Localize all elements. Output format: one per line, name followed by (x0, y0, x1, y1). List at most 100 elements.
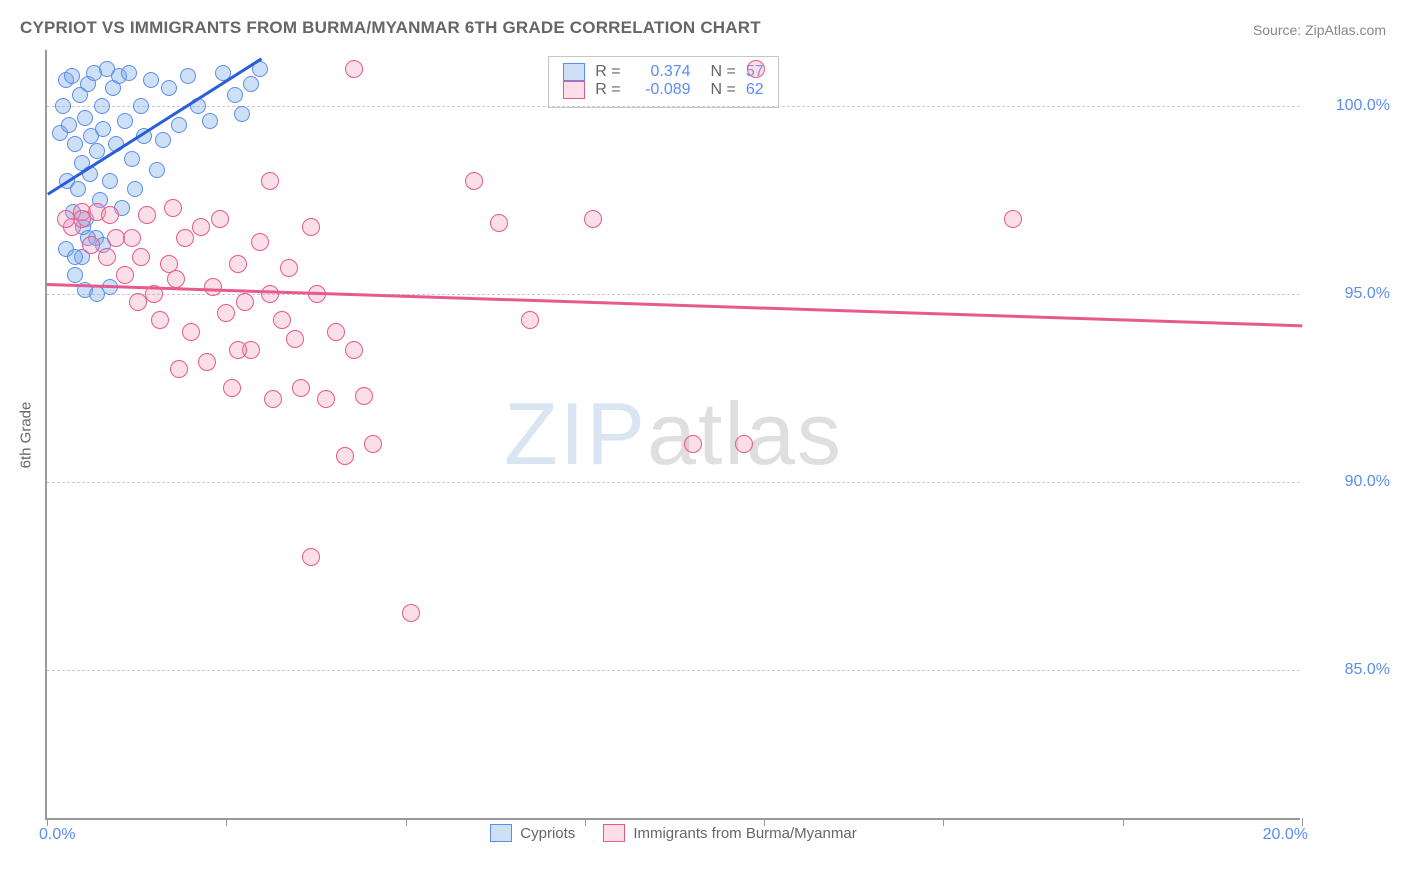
data-point-burma (229, 255, 247, 273)
data-point-cypriots (155, 132, 171, 148)
y-tick-label: 85.0% (1310, 661, 1390, 679)
x-tick-mark (47, 818, 48, 826)
data-point-cypriots (180, 68, 196, 84)
legend-swatch (490, 824, 512, 842)
data-point-cypriots (202, 113, 218, 129)
data-point-burma (164, 199, 182, 217)
data-point-burma (273, 311, 291, 329)
x-tick-mark (943, 818, 944, 826)
x-tick-mark (585, 818, 586, 826)
bottom-legend-item: Immigrants from Burma/Myanmar (603, 824, 856, 842)
y-axis-label: 6th Grade (18, 402, 35, 469)
data-point-burma (101, 206, 119, 224)
trend-line-burma (47, 283, 1302, 327)
data-point-cypriots (89, 286, 105, 302)
data-point-burma (292, 379, 310, 397)
data-point-cypriots (234, 106, 250, 122)
watermark-bold: ZIP (504, 384, 647, 483)
data-point-cypriots (133, 98, 149, 114)
legend-swatch (603, 824, 625, 842)
data-point-burma (302, 548, 320, 566)
data-point-cypriots (55, 98, 71, 114)
data-point-cypriots (77, 110, 93, 126)
chart-title: CYPRIOT VS IMMIGRANTS FROM BURMA/MYANMAR… (20, 18, 761, 38)
x-tick-mark (764, 818, 765, 826)
data-point-cypriots (227, 87, 243, 103)
data-point-burma (264, 390, 282, 408)
data-point-cypriots (64, 68, 80, 84)
data-point-burma (364, 435, 382, 453)
data-point-cypriots (161, 80, 177, 96)
data-point-cypriots (61, 117, 77, 133)
data-point-cypriots (143, 72, 159, 88)
legend-stat-row: R =0.374N =57 (563, 63, 763, 81)
data-point-burma (261, 172, 279, 190)
data-point-burma (286, 330, 304, 348)
data-point-burma (345, 60, 363, 78)
legend-swatch (563, 63, 585, 81)
data-point-cypriots (95, 121, 111, 137)
data-point-burma (261, 285, 279, 303)
series-legend: Cypriots Immigrants from Burma/Myanmar (47, 824, 1300, 842)
legend-series-label: Immigrants from Burma/Myanmar (633, 825, 856, 842)
data-point-burma (211, 210, 229, 228)
data-point-burma (521, 311, 539, 329)
x-tick-mark (406, 818, 407, 826)
legend-r-value: 0.374 (631, 63, 691, 81)
data-point-burma (402, 604, 420, 622)
data-point-burma (317, 390, 335, 408)
data-point-cypriots (70, 181, 86, 197)
y-tick-label: 100.0% (1310, 97, 1390, 115)
scatter-plot: ZIPatlas R =0.374N =57R =-0.089N =62 0.0… (45, 50, 1300, 820)
legend-r-label: R = (595, 63, 620, 81)
data-point-burma (1004, 210, 1022, 228)
data-point-burma (490, 214, 508, 232)
x-tick-mark (1123, 818, 1124, 826)
gridline-horizontal (47, 294, 1300, 295)
data-point-cypriots (117, 113, 133, 129)
source-label: Source: ZipAtlas.com (1253, 22, 1386, 38)
data-point-burma (223, 379, 241, 397)
data-point-burma (584, 210, 602, 228)
watermark: ZIPatlas (504, 383, 843, 485)
data-point-burma (132, 248, 150, 266)
data-point-burma (217, 304, 235, 322)
data-point-burma (465, 172, 483, 190)
y-tick-label: 90.0% (1310, 473, 1390, 491)
legend-series-label: Cypriots (520, 825, 575, 842)
y-tick-label: 95.0% (1310, 285, 1390, 303)
data-point-burma (302, 218, 320, 236)
data-point-cypriots (67, 267, 83, 283)
data-point-burma (336, 447, 354, 465)
data-point-burma (129, 293, 147, 311)
data-point-burma (98, 248, 116, 266)
data-point-burma (251, 233, 269, 251)
data-point-cypriots (67, 249, 83, 265)
x-tick-mark (226, 818, 227, 826)
data-point-cypriots (94, 98, 110, 114)
data-point-cypriots (102, 173, 118, 189)
data-point-cypriots (171, 117, 187, 133)
data-point-burma (176, 229, 194, 247)
data-point-cypriots (124, 151, 140, 167)
data-point-burma (345, 341, 363, 359)
data-point-cypriots (121, 65, 137, 81)
gridline-horizontal (47, 482, 1300, 483)
data-point-burma (327, 323, 345, 341)
data-point-burma (229, 341, 247, 359)
data-point-burma (198, 353, 216, 371)
legend-n-label: N = (711, 81, 736, 99)
data-point-burma (684, 435, 702, 453)
x-tick-mark (1302, 818, 1303, 826)
data-point-cypriots (243, 76, 259, 92)
data-point-cypriots (127, 181, 143, 197)
data-point-burma (116, 266, 134, 284)
data-point-burma (355, 387, 373, 405)
legend-stat-row: R =-0.089N =62 (563, 81, 763, 99)
bottom-legend-item: Cypriots (490, 824, 575, 842)
legend-r-value: -0.089 (631, 81, 691, 99)
data-point-burma (280, 259, 298, 277)
stats-legend: R =0.374N =57R =-0.089N =62 (548, 56, 778, 108)
data-point-burma (170, 360, 188, 378)
watermark-thin: atlas (647, 384, 843, 483)
